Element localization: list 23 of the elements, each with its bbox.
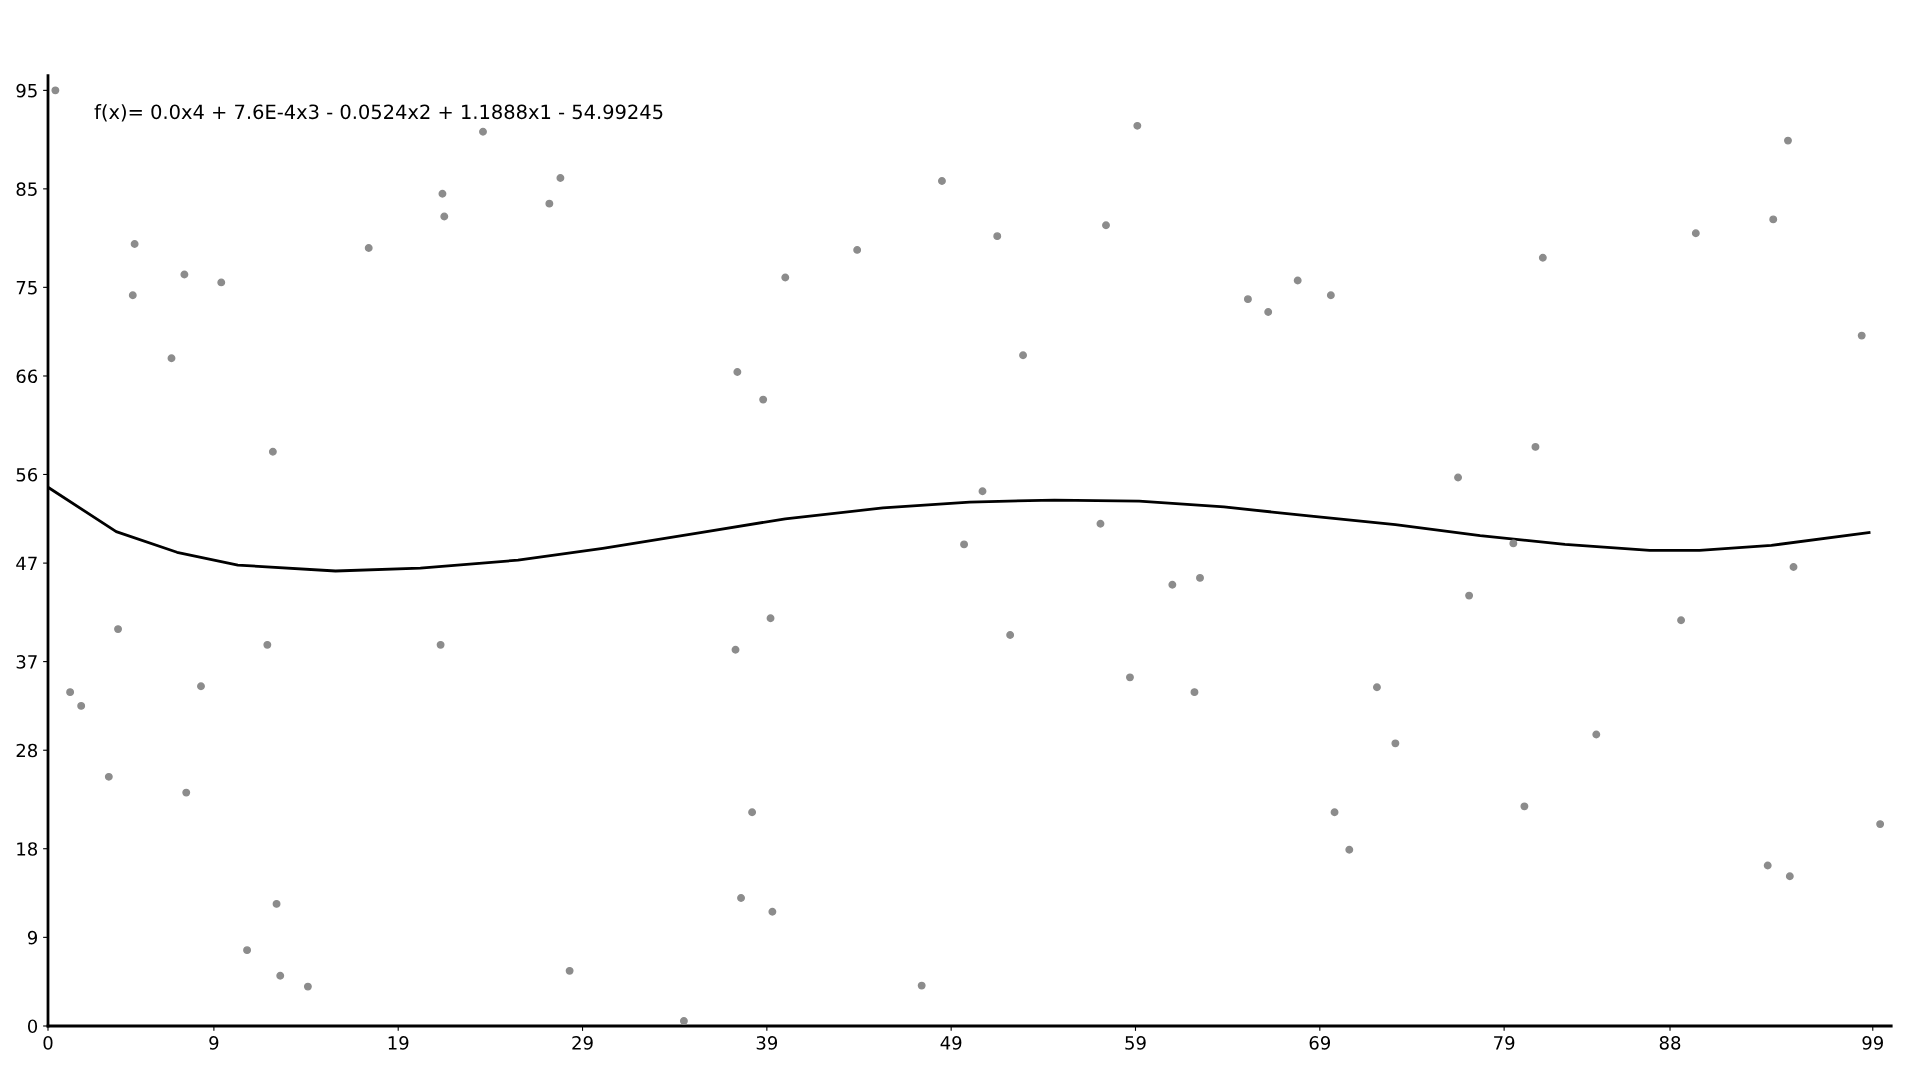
y-tick-label: 75 xyxy=(16,281,37,295)
y-tick-label: 37 xyxy=(16,655,37,669)
x-tick-label: 29 xyxy=(572,1036,593,1050)
annotation: f(x)= 0.0x4 + 7.6E-4x3 - 0.0524x2 + 1.1888x1 - 54.99245 xyxy=(94,104,663,122)
x-tick-label: 0 xyxy=(43,1036,53,1050)
x-tick-label: 79 xyxy=(1494,1036,1515,1050)
x-tick-label: 88 xyxy=(1659,1036,1681,1050)
y-tick-label: 66 xyxy=(16,369,38,384)
y-tick-label: 56 xyxy=(16,467,38,482)
x-tick-label: 39 xyxy=(756,1036,778,1050)
y-tick-label: 18 xyxy=(17,842,38,856)
y-tick-label: 95 xyxy=(16,83,37,98)
x-tick-label: 69 xyxy=(1309,1036,1331,1050)
y-tick-label: 85 xyxy=(16,182,37,196)
x-tick-label: 19 xyxy=(388,1036,409,1050)
x-tick-label: 49 xyxy=(940,1036,962,1050)
y-tick-label: 0 xyxy=(27,1019,38,1034)
y-tick-label: 28 xyxy=(16,743,38,758)
y-tick-label: 47 xyxy=(16,556,37,570)
y-tick-label: 9 xyxy=(27,930,38,945)
x-tick-label: 99 xyxy=(1862,1036,1883,1050)
x-tick-label: 59 xyxy=(1125,1036,1146,1050)
x-tick-label: 9 xyxy=(209,1036,219,1050)
